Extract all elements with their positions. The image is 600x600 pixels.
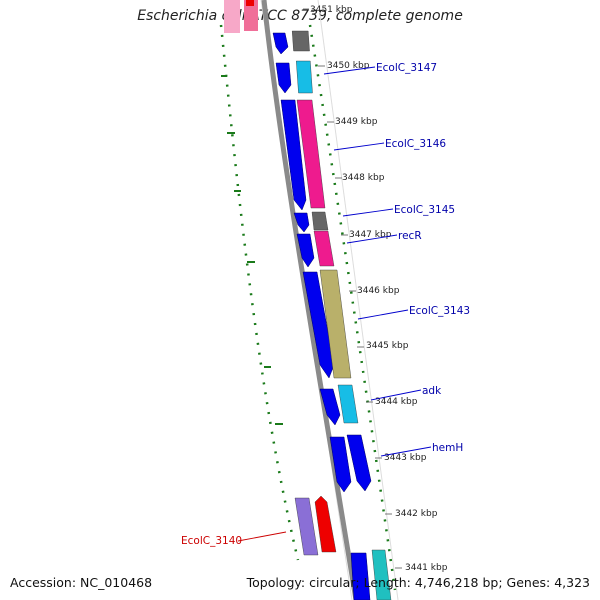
- gene-label-recr[interactable]: recR: [398, 230, 422, 242]
- genome-backbone: [261, 0, 359, 600]
- feature-purple[interactable]: [294, 497, 319, 556]
- gene-label-hemh[interactable]: hemH: [432, 442, 463, 454]
- feature-magenta[interactable]: [313, 230, 335, 267]
- feature-cyan[interactable]: [337, 384, 359, 424]
- partial-features-top: [224, 0, 258, 33]
- cds-arrow[interactable]: [302, 271, 335, 379]
- genome-title: Escherichia coli ATCC 8739, complete gen…: [137, 8, 463, 24]
- tick-label: 3446 kbp: [357, 286, 400, 296]
- gene-label-ecolc-3145[interactable]: EcolC_3145: [394, 204, 455, 216]
- gc-skew-bars: [221, 75, 283, 425]
- tick-label: 3449 kbp: [335, 117, 378, 127]
- feature-red-arrow[interactable]: [314, 495, 337, 553]
- feature-gray[interactable]: [311, 211, 329, 231]
- cds-arrow[interactable]: [275, 62, 292, 94]
- cds-arrow[interactable]: [272, 32, 289, 55]
- tick-label: 3445 kbp: [366, 341, 409, 351]
- gene-label-ecolc-3143[interactable]: EcolC_3143: [409, 305, 470, 317]
- gc-skew-line-left: [219, 24, 300, 561]
- gc-skew-dots: [219, 24, 397, 591]
- tick-label: 3444 kbp: [375, 397, 418, 407]
- cds-forward-track: [272, 32, 372, 600]
- feature-pink-partial: [224, 0, 240, 33]
- cog-track: [291, 30, 392, 600]
- gene-label-ecolc-3140[interactable]: EcolC_3140: [181, 535, 242, 547]
- gene-label-ecolc-3146[interactable]: EcolC_3146: [385, 138, 446, 150]
- leader-lines: [237, 66, 432, 542]
- cds-arrow[interactable]: [280, 99, 307, 211]
- tick-label: 3441 kbp: [405, 563, 448, 573]
- genome-summary-text: Topology: circular; Length: 4,746,218 bp…: [246, 575, 590, 590]
- cds-arrow[interactable]: [296, 233, 315, 268]
- tick-label: 3451 kbp: [310, 5, 353, 15]
- cds-arrow[interactable]: [329, 436, 352, 493]
- gene-label-adk[interactable]: adk: [422, 385, 442, 397]
- tick-label: 3442 kbp: [395, 509, 438, 519]
- cds-arrow[interactable]: [346, 434, 372, 492]
- accession-text: Accession: NC_010468: [10, 575, 153, 590]
- feature-teal[interactable]: [371, 549, 392, 600]
- tick-label: 3447 kbp: [349, 230, 392, 240]
- gene-label-ecolc-3147[interactable]: EcolC_3147: [376, 62, 437, 74]
- tick-label: 3443 kbp: [384, 453, 427, 463]
- gene-labels: EcolC_3147 EcolC_3146 EcolC_3145 recR Ec…: [181, 62, 470, 547]
- cds-arrow[interactable]: [293, 212, 310, 233]
- tick-label: 3450 kbp: [327, 61, 370, 71]
- tick-marks: [303, 8, 402, 569]
- tick-label: 3448 kbp: [342, 173, 385, 183]
- feature-magenta[interactable]: [296, 99, 326, 209]
- feature-gray[interactable]: [291, 30, 310, 52]
- feature-pink-partial: [244, 0, 258, 31]
- feature-cyan[interactable]: [296, 60, 313, 94]
- feature-olive[interactable]: [319, 269, 352, 379]
- reverse-track: [294, 495, 337, 556]
- feature-red-partial: [246, 0, 254, 6]
- cds-arrow[interactable]: [319, 388, 341, 426]
- tick-labels: 3451 kbp 3450 kbp 3449 kbp 3448 kbp 3447…: [310, 5, 448, 573]
- cds-arrow[interactable]: [350, 552, 371, 600]
